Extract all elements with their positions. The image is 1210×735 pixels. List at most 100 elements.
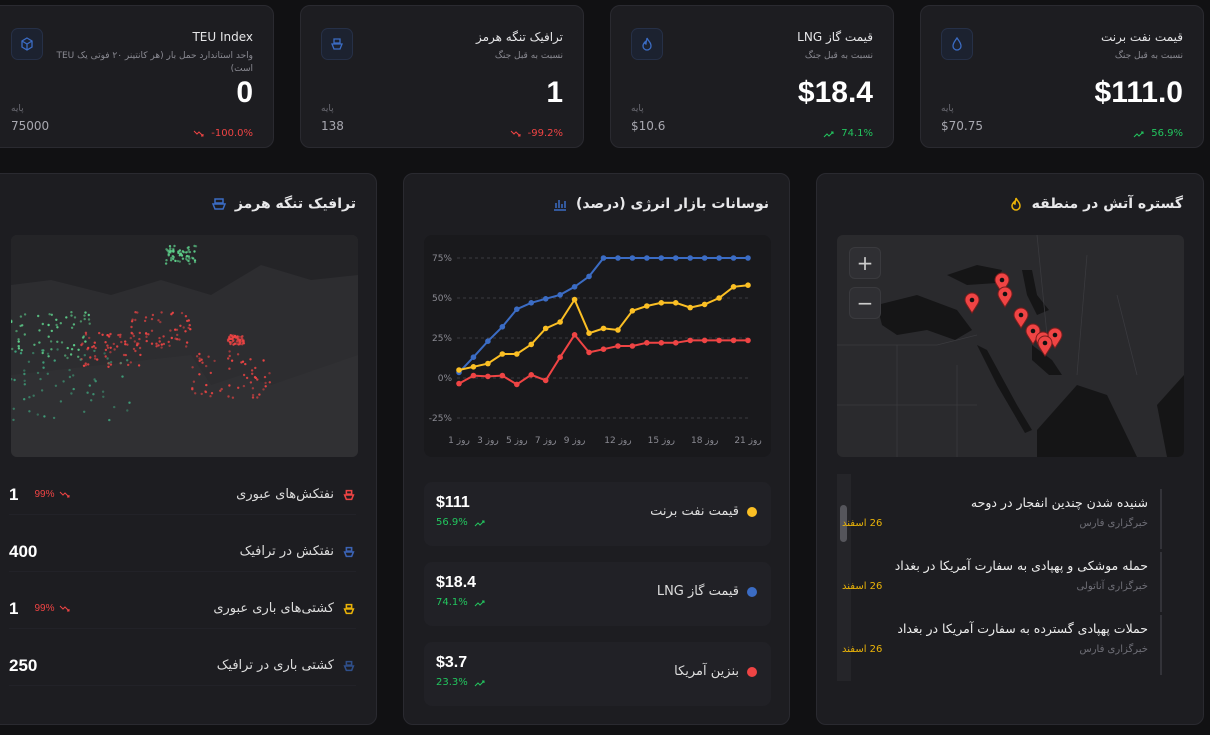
scrollbar[interactable] <box>837 474 851 681</box>
zoom-out-button[interactable]: − <box>849 287 881 319</box>
data-point[interactable] <box>586 349 592 356</box>
ship-marker <box>251 396 255 399</box>
data-point[interactable] <box>745 337 751 344</box>
data-point[interactable] <box>470 364 477 370</box>
data-point[interactable] <box>687 304 693 311</box>
data-point[interactable] <box>485 338 491 344</box>
stat-value: 0 <box>236 76 253 109</box>
data-point[interactable] <box>687 255 693 261</box>
data-point[interactable] <box>557 292 563 298</box>
ship-marker <box>79 320 83 323</box>
data-point[interactable] <box>586 273 592 280</box>
fire-location-pin-icon[interactable] <box>997 286 1013 308</box>
data-point[interactable] <box>571 332 578 338</box>
news-source: خبرگزاری فارس <box>1079 518 1148 529</box>
data-point[interactable] <box>716 337 722 344</box>
ship-marker <box>172 257 175 261</box>
data-point[interactable] <box>730 284 737 290</box>
fire-location-pin-icon[interactable] <box>1013 307 1029 329</box>
data-point[interactable] <box>629 343 636 349</box>
data-point[interactable] <box>730 337 737 344</box>
data-point[interactable] <box>600 346 607 352</box>
data-point[interactable] <box>528 372 535 378</box>
zoom-in-button[interactable]: + <box>849 247 881 279</box>
data-point[interactable] <box>644 303 650 309</box>
news-item[interactable]: حمله موشکی و پهپادی به سفارت آمریکا در ب… <box>842 552 1162 612</box>
data-point[interactable] <box>586 330 592 336</box>
ship-marker <box>54 384 58 387</box>
data-point[interactable] <box>672 340 679 346</box>
data-point[interactable] <box>485 360 491 367</box>
data-point[interactable] <box>745 255 751 261</box>
news-item[interactable]: حملات پهپادی گسترده به سفارت آمریکا در ب… <box>842 615 1162 675</box>
energy-legend-item[interactable]: قیمت گاز LNG $18.4 74.1% <box>424 562 771 626</box>
data-point[interactable] <box>615 255 621 261</box>
data-point[interactable] <box>470 372 477 379</box>
data-point[interactable] <box>542 296 549 302</box>
data-point[interactable] <box>658 255 665 261</box>
ship-marker <box>165 248 168 251</box>
data-point[interactable] <box>514 351 520 357</box>
data-point[interactable] <box>644 340 650 346</box>
data-point[interactable] <box>600 255 607 261</box>
data-point[interactable] <box>557 354 563 360</box>
data-point[interactable] <box>745 282 751 288</box>
ship-marker <box>84 340 87 343</box>
x-tick-label: روز 21 <box>734 436 761 446</box>
data-point[interactable] <box>456 367 462 373</box>
stat-value: 1 <box>546 76 563 109</box>
red-sea <box>977 345 1032 433</box>
data-point[interactable] <box>730 255 737 261</box>
data-point[interactable] <box>542 325 549 332</box>
ship-marker <box>70 326 74 329</box>
data-point[interactable] <box>499 351 506 357</box>
data-point[interactable] <box>571 284 578 290</box>
data-point[interactable] <box>701 337 708 344</box>
data-point[interactable] <box>716 295 722 301</box>
data-point[interactable] <box>499 372 506 379</box>
data-point[interactable] <box>542 377 549 384</box>
ship-traffic-map[interactable] <box>11 235 358 457</box>
data-point[interactable] <box>615 327 621 333</box>
data-point[interactable] <box>615 343 621 349</box>
ship-marker <box>116 345 119 348</box>
data-point[interactable] <box>658 300 665 306</box>
data-point[interactable] <box>629 255 636 261</box>
fire-location-pin-icon[interactable] <box>964 292 980 314</box>
data-point[interactable] <box>456 380 462 387</box>
data-point[interactable] <box>470 354 477 360</box>
data-point[interactable] <box>672 255 679 261</box>
data-point[interactable] <box>514 381 520 388</box>
data-point[interactable] <box>644 255 650 261</box>
data-point[interactable] <box>701 255 708 261</box>
data-point[interactable] <box>514 306 520 312</box>
data-point[interactable] <box>716 255 722 261</box>
data-point[interactable] <box>571 296 578 303</box>
news-item[interactable]: شنیده شدن چندین انفجار در دوحه خبرگزاری … <box>842 489 1162 549</box>
ship-marker <box>160 343 163 346</box>
data-point[interactable] <box>499 324 506 330</box>
package-icon <box>21 37 33 51</box>
trend-up-icon <box>474 600 485 606</box>
energy-legend-item[interactable]: بنزین آمریکا $3.7 23.3% <box>424 642 771 706</box>
data-point[interactable] <box>600 325 607 332</box>
ship-marker <box>86 348 89 351</box>
data-point[interactable] <box>557 319 563 325</box>
fire-location-pin-icon[interactable] <box>1037 335 1053 357</box>
news-headline: حملات پهپادی گسترده به سفارت آمریکا در ب… <box>897 621 1148 636</box>
data-point[interactable] <box>528 341 535 348</box>
energy-legend-item[interactable]: قیمت نفت برنت $111 56.9% <box>424 482 771 546</box>
data-point[interactable] <box>629 308 636 314</box>
news-list[interactable]: شنیده شدن چندین انفجار در دوحه خبرگزاری … <box>837 474 1184 681</box>
data-point[interactable] <box>485 373 491 380</box>
scrollbar-thumb[interactable] <box>840 505 847 542</box>
ship-marker <box>38 341 41 344</box>
data-point[interactable] <box>672 300 679 306</box>
data-point[interactable] <box>658 340 665 346</box>
hormuz-stat-row: 1 99% کشتی‌های باری عبوری <box>9 589 356 629</box>
region-map[interactable]: + − <box>837 235 1184 457</box>
fire-location-pin-icon[interactable] <box>994 272 1010 294</box>
data-point[interactable] <box>528 300 535 306</box>
data-point[interactable] <box>701 301 708 308</box>
data-point[interactable] <box>687 337 693 344</box>
